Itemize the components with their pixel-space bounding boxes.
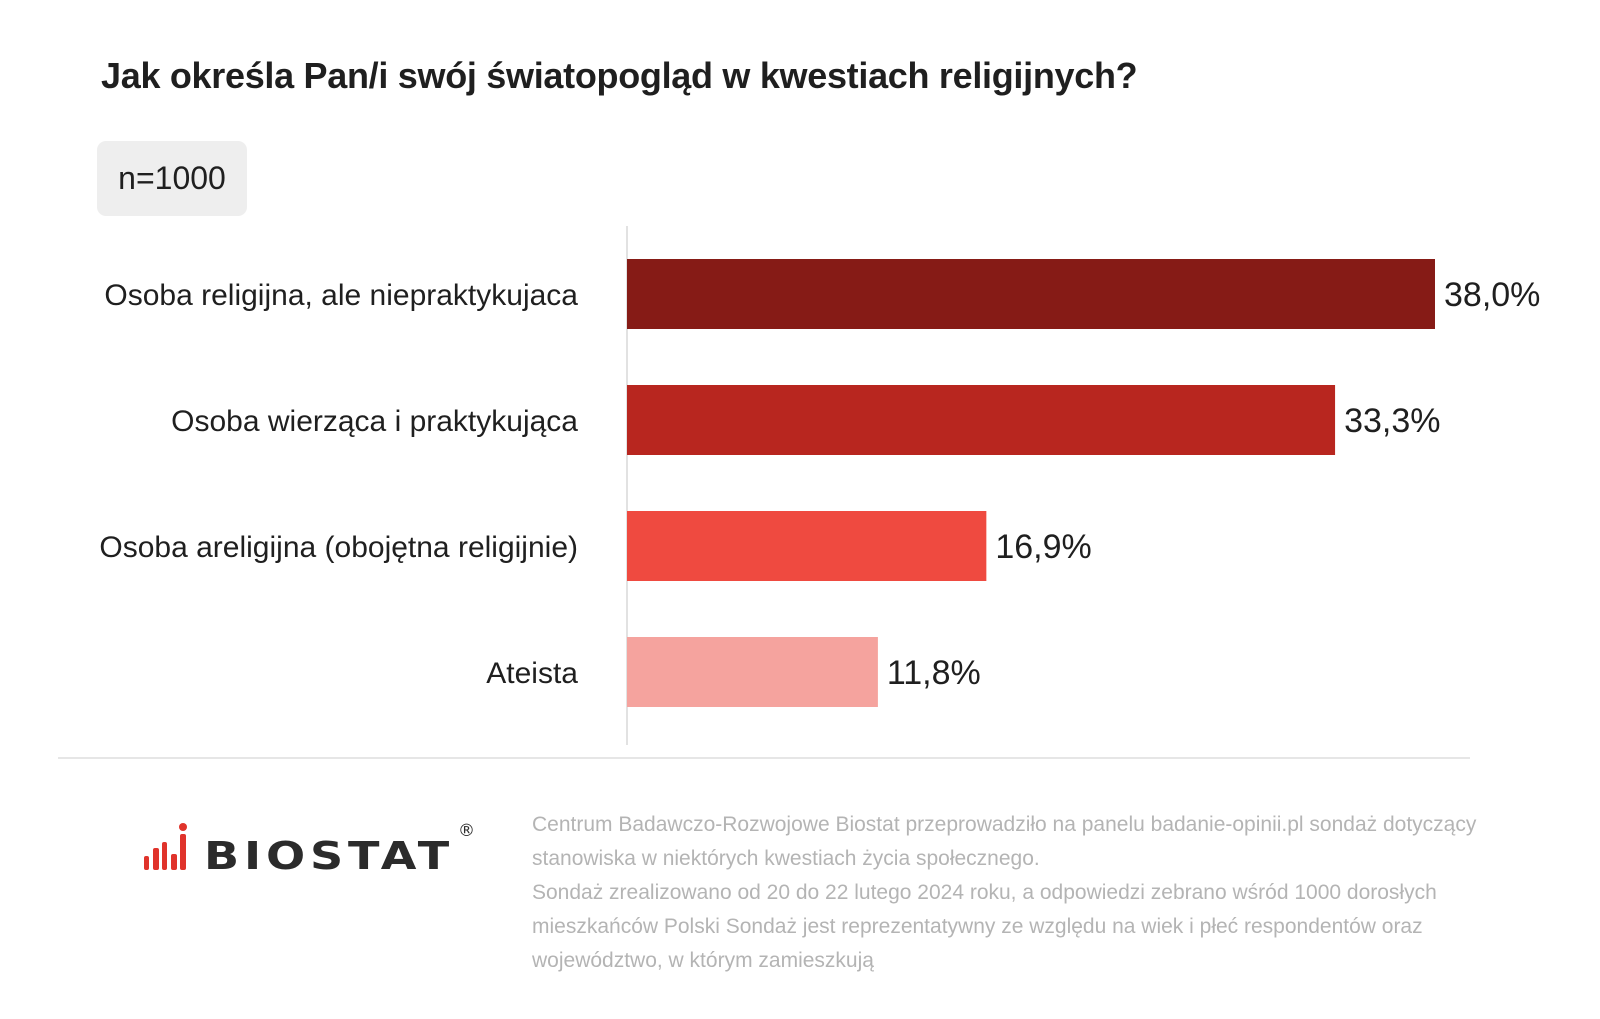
registered-mark: ® xyxy=(458,821,474,841)
category-label: Osoba areligijna (obojętna religijnie) xyxy=(99,531,578,564)
logo-wordmark: BIOSTAT xyxy=(204,834,454,878)
biostat-logo: BIOSTAT ® xyxy=(144,821,474,878)
category-label: Ateista xyxy=(486,657,578,690)
logo-bar xyxy=(171,854,177,870)
category-label: Osoba wierząca i praktykująca xyxy=(171,405,578,438)
logo-bars-icon xyxy=(144,823,187,870)
bar xyxy=(627,511,987,581)
logo-bar xyxy=(153,848,159,870)
methodology-note-line2: Sondaż zrealizowano od 20 do 22 lutego 2… xyxy=(532,881,1437,972)
logo-bar xyxy=(162,842,167,870)
methodology-note: Centrum Badawczo-Rozwojowe Biostat przep… xyxy=(532,808,1477,978)
methodology-note-line1: Centrum Badawczo-Rozwojowe Biostat przep… xyxy=(532,813,1477,870)
sample-size-badge: n=1000 xyxy=(97,141,247,216)
logo-bar xyxy=(180,834,186,870)
bar xyxy=(627,637,878,707)
bar-chart: Osoba religijna, ale niepraktykujaca 38,0… xyxy=(99,226,1540,745)
value-label: 16,9% xyxy=(995,528,1091,566)
chart-title: Jak określa Pan/i swój światopogląd w kw… xyxy=(101,55,1138,96)
value-label: 38,0% xyxy=(1444,276,1540,314)
logo-bar xyxy=(144,856,149,870)
bar xyxy=(627,385,1336,455)
value-label: 11,8% xyxy=(887,654,981,692)
category-label: Osoba religijna, ale niepraktykujaca xyxy=(104,279,578,312)
bar xyxy=(627,259,1435,329)
value-label: 33,3% xyxy=(1344,402,1440,440)
logo-dot xyxy=(179,823,187,831)
footer-divider xyxy=(58,757,1470,759)
